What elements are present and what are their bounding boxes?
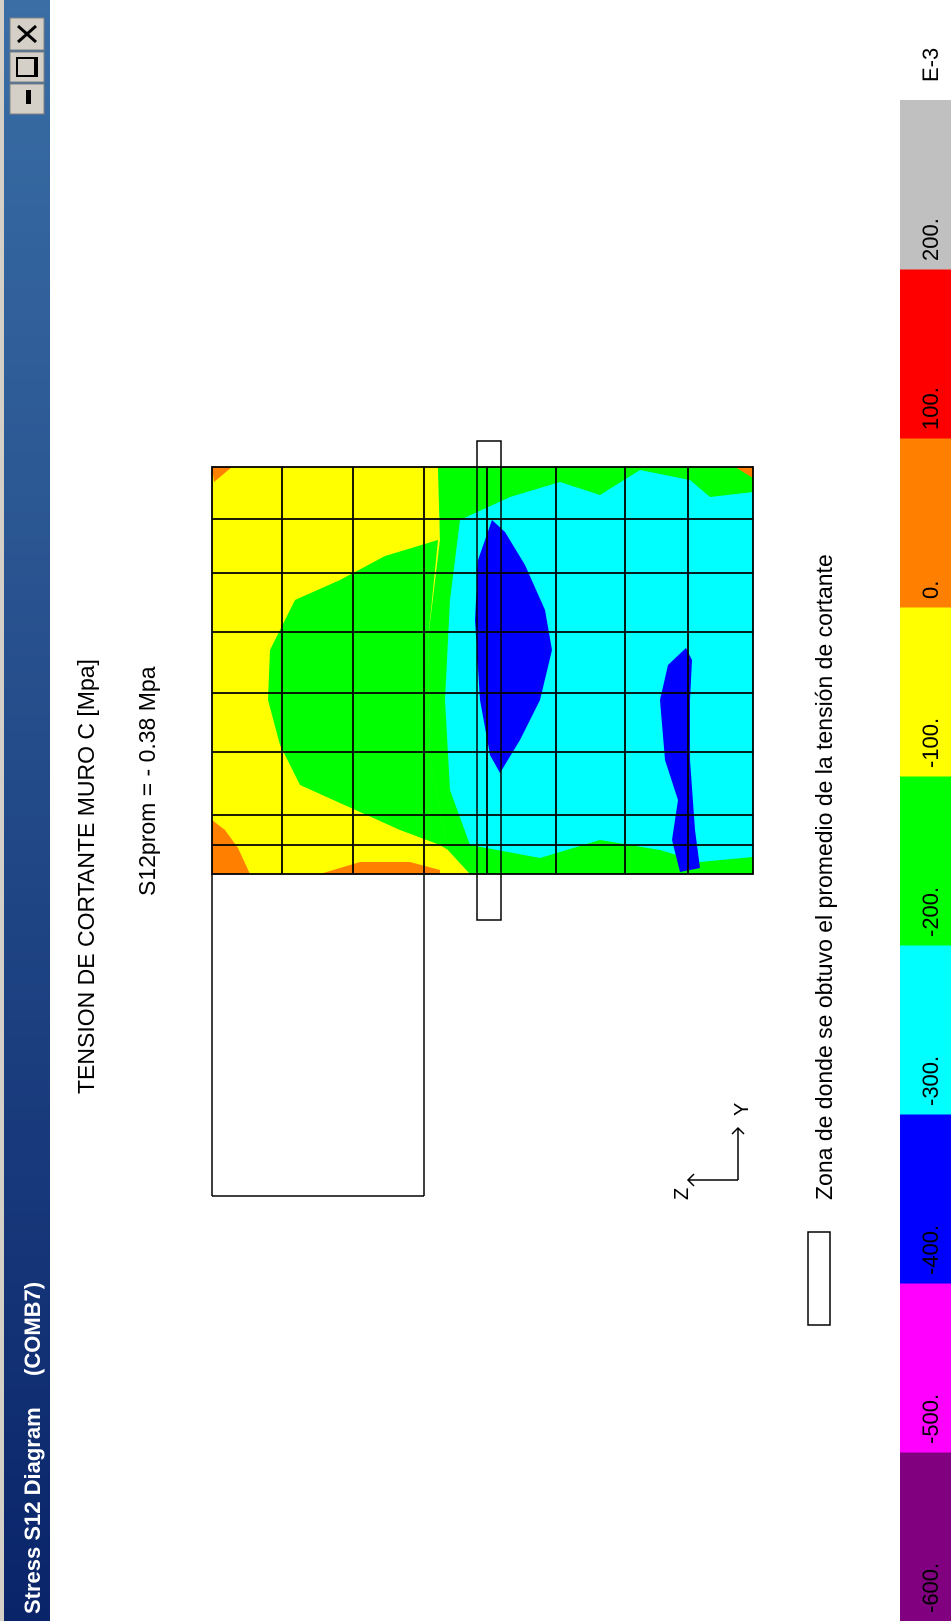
- color-scale-band: [900, 1452, 951, 1621]
- color-scale: -600. -500. -400. -300. -200. -100. 0. 100. 200.: [900, 100, 951, 1621]
- contour-region-yellow-rim: [212, 467, 260, 874]
- window-subtitle: (COMB7): [20, 1282, 45, 1376]
- average-stress-label: S12prom = - 0.38 Mpa: [134, 666, 160, 896]
- close-button[interactable]: [9, 17, 45, 51]
- close-icon: [17, 24, 37, 44]
- plot-title: TENSION DE CORTANTE MURO C [Mpa]: [73, 659, 99, 1094]
- color-scale-tick-label: -400.: [918, 1225, 943, 1275]
- color-scale-tick-label: 100.: [918, 387, 943, 430]
- color-scale-tick-label: 0.: [918, 581, 943, 599]
- contour-region-orange-corner: [212, 467, 232, 482]
- minimize-button[interactable]: [9, 83, 45, 115]
- contour-region-orange-corner-2: [735, 467, 753, 478]
- window-border: [0, 0, 4, 1621]
- title-bar[interactable]: [4, 0, 50, 1621]
- window-title: Stress S12 Diagram: [20, 1407, 45, 1614]
- axis-label-z: Z: [671, 1188, 693, 1200]
- color-scale-tick-label: -300.: [918, 1056, 943, 1106]
- contour-region-blue-main: [475, 520, 552, 773]
- color-scale-tick-label: -200.: [918, 887, 943, 937]
- color-scale-band: [900, 269, 951, 439]
- color-scale-band: [900, 776, 951, 946]
- maximize-button[interactable]: [9, 51, 45, 83]
- axes-indicator: [686, 1126, 745, 1187]
- color-scale-band: [900, 1283, 951, 1453]
- color-scale-multiplier: E-3: [918, 48, 943, 82]
- color-scale-tick-label: -100.: [918, 718, 943, 768]
- contour-region-green-bulge: [268, 540, 448, 850]
- contour-region-blue-lower: [660, 648, 700, 872]
- color-scale-band: [900, 100, 951, 270]
- color-scale-band: [900, 945, 951, 1115]
- contour-region-orange-edge: [320, 862, 440, 874]
- color-scale-tick-label: -600.: [918, 1563, 943, 1613]
- averaging-zone-box: [476, 440, 502, 921]
- contour-region-orange-top: [212, 820, 250, 874]
- color-scale-band: [900, 607, 951, 777]
- legend-zone-note: Zona de donde se obtuvo el promedio de l…: [811, 554, 837, 1200]
- color-scale-band: [900, 1114, 951, 1284]
- minimize-icon: [26, 90, 31, 104]
- color-scale-tick-label: 200.: [918, 218, 943, 261]
- stress-contour-map: [212, 467, 753, 874]
- finite-element-mesh: [211, 466, 754, 875]
- axis-label-y: Y: [731, 1103, 753, 1116]
- legend-zone-swatch: [807, 1231, 831, 1326]
- contour-region-green: [428, 467, 753, 874]
- wall-outline: [211, 874, 425, 1197]
- color-scale-tick-label: -500.: [918, 1394, 943, 1444]
- color-scale-band: [900, 438, 951, 608]
